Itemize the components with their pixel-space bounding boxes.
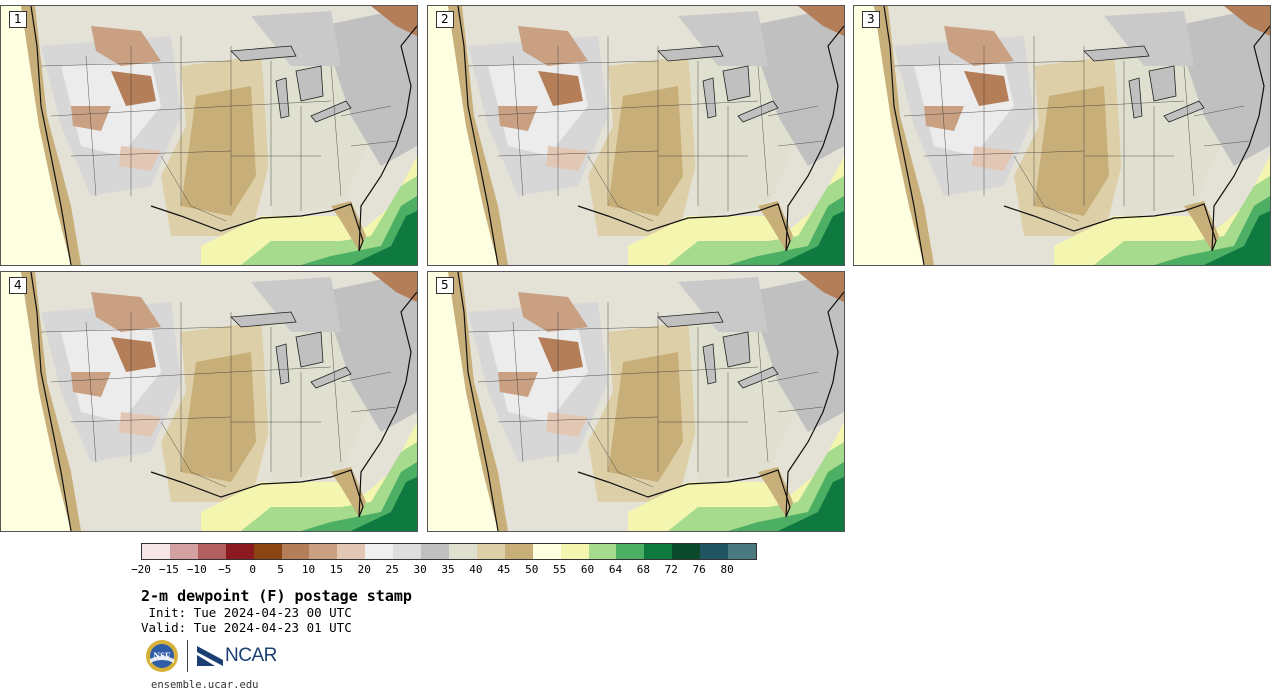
dewpoint-map xyxy=(428,6,844,265)
colorbar-tick-label: 30 xyxy=(413,563,427,576)
ncar-logo-text: NCAR xyxy=(225,645,277,666)
colorbar-swatch xyxy=(393,544,422,559)
colorbar-tick-label: 25 xyxy=(385,563,399,576)
panel-number: 5 xyxy=(436,277,454,294)
colorbar-tick-label: 45 xyxy=(497,563,511,576)
colorbar-swatch xyxy=(169,544,198,559)
panel-number: 3 xyxy=(862,11,880,28)
colorbar-tick-label: 35 xyxy=(441,563,455,576)
colorbar-tick-label: −10 xyxy=(186,563,207,576)
colorbar-tick-label: 15 xyxy=(329,563,343,576)
svg-text:NSF: NSF xyxy=(153,651,171,661)
init-time: Init: Tue 2024-04-23 00 UTC xyxy=(141,605,352,620)
colorbar-tick-label: 55 xyxy=(553,563,567,576)
colorbar-swatch xyxy=(560,544,589,559)
colorbar-swatch xyxy=(728,544,756,559)
colorbar-swatch xyxy=(448,544,477,559)
colorbar-tick-label: 20 xyxy=(357,563,371,576)
colorbar-swatch xyxy=(365,544,394,559)
colorbar-tick-label: −15 xyxy=(158,563,179,576)
colorbar-swatch xyxy=(253,544,282,559)
dewpoint-map xyxy=(854,6,1270,265)
colorbar-ticks: −20 −15 −10 −5 0 5 10 15 20 25 30 35 40 45 50 55 60 64 68 7… xyxy=(131,563,755,577)
site-url: ensemble.ucar.edu xyxy=(151,679,259,691)
panel-number: 1 xyxy=(9,11,27,28)
colorbar-tick-label: 80 xyxy=(720,563,734,576)
map-panel-4: 4 xyxy=(0,271,418,532)
panel-number: 4 xyxy=(9,277,27,294)
colorbar-swatch xyxy=(142,544,170,559)
colorbar-tick-label: 50 xyxy=(525,563,539,576)
colorbar-swatch xyxy=(421,544,449,559)
colorbar-tick-label: −5 xyxy=(218,563,232,576)
colorbar-tick-label: 76 xyxy=(692,563,706,576)
nsf-logo-icon: NSF xyxy=(146,640,178,672)
colorbar xyxy=(141,543,757,560)
map-panel-3: 3 xyxy=(853,5,1271,266)
colorbar-swatch xyxy=(504,544,533,559)
colorbar-tick-label: 10 xyxy=(301,563,316,576)
colorbar-tick-label: 72 xyxy=(664,563,678,576)
ncar-logo: NCAR xyxy=(197,645,277,667)
colorbar-swatch xyxy=(644,544,673,559)
valid-time: Valid: Tue 2024-04-23 01 UTC xyxy=(141,620,352,635)
map-panel-5: 5 xyxy=(427,271,845,532)
map-panel-1: 1 xyxy=(0,5,418,266)
logo-divider xyxy=(187,640,188,672)
colorbar-swatch xyxy=(532,544,561,559)
colorbar-swatch xyxy=(616,544,645,559)
plot-title: 2-m dewpoint (F) postage stamp xyxy=(141,587,412,605)
colorbar-tick-label: 40 xyxy=(469,563,483,576)
ncar-swoosh-icon xyxy=(197,646,223,666)
colorbar-swatch xyxy=(309,544,338,559)
colorbar-swatch xyxy=(588,544,617,559)
colorbar-swatch xyxy=(281,544,310,559)
colorbar-tick-label: 60 xyxy=(580,563,595,576)
colorbar-swatch xyxy=(476,544,505,559)
colorbar-tick-label: 5 xyxy=(277,563,284,576)
colorbar-tick-label: 0 xyxy=(249,563,256,576)
colorbar-tick-label: 68 xyxy=(636,563,650,576)
dewpoint-map xyxy=(1,6,417,265)
colorbar-swatch xyxy=(672,544,701,559)
panel-number: 2 xyxy=(436,11,454,28)
colorbar-swatch xyxy=(225,544,254,559)
map-panel-2: 2 xyxy=(427,5,845,266)
dewpoint-map xyxy=(428,272,844,531)
dewpoint-map xyxy=(1,272,417,531)
colorbar-swatch xyxy=(197,544,226,559)
colorbar-tick-label: 64 xyxy=(608,563,623,576)
colorbar-swatch xyxy=(337,544,366,559)
colorbar-tick-label: −20 xyxy=(131,563,151,576)
colorbar-swatch xyxy=(700,544,729,559)
